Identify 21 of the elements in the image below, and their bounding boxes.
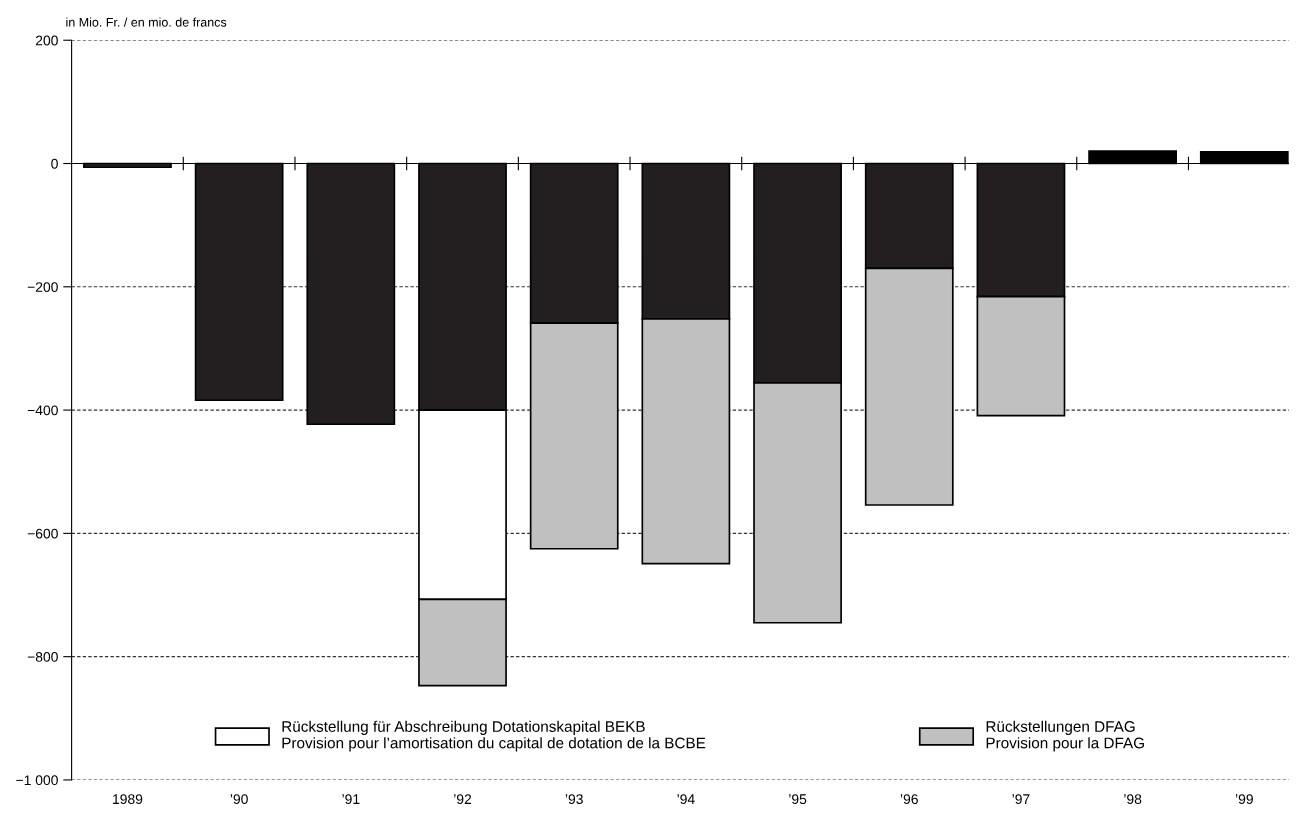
y-tick-label: −800 bbox=[27, 652, 58, 662]
x-tick-label: ’96 bbox=[900, 794, 918, 805]
x-tick-label: ’99 bbox=[1235, 794, 1253, 805]
legend-label: Rückstellungen DFAG Provision pour la DFAG bbox=[986, 720, 1144, 752]
y-tick-label: 200 bbox=[35, 35, 58, 46]
y-tick-label: −200 bbox=[27, 282, 58, 292]
y-tick-label: −1 000 bbox=[16, 775, 58, 786]
x-tick-label: ’90 bbox=[230, 794, 248, 805]
x-tick-label: ’92 bbox=[454, 794, 472, 805]
y-axis-title: in Mio. Fr. / en mio. de francs bbox=[66, 17, 227, 27]
y-tick-label: −600 bbox=[27, 528, 58, 539]
x-tick-label: ’93 bbox=[565, 794, 583, 805]
x-tick-label: 1989 bbox=[113, 794, 143, 805]
x-tick-label: ’97 bbox=[1012, 794, 1030, 805]
x-tick-label: ’98 bbox=[1124, 794, 1142, 805]
y-tick-label: −400 bbox=[27, 405, 58, 416]
y-tick-label: 0 bbox=[51, 158, 58, 169]
legend-label: Rückstellung für Abschreibung Dotationskapital BEKB Provision pour l’amortisation du capital de dotation de la BCBE bbox=[282, 720, 706, 752]
x-tick-label: ’94 bbox=[677, 794, 695, 805]
x-tick-label: ’91 bbox=[342, 794, 360, 805]
x-tick-label: ’95 bbox=[789, 794, 807, 805]
